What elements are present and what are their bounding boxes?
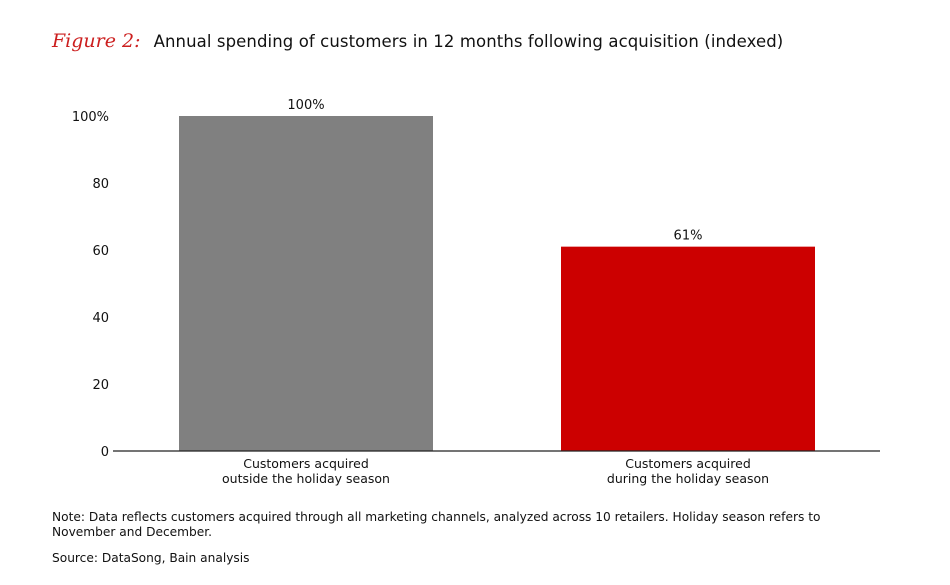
bar <box>179 116 433 451</box>
y-tick-label: 0 <box>101 445 109 460</box>
y-tick-label: 100% <box>72 110 109 125</box>
x-category-label: during the holiday season <box>607 471 769 486</box>
data-label: 61% <box>674 229 703 244</box>
chart-note: Note: Data reflects customers acquired t… <box>52 510 821 539</box>
x-category-label: Customers acquired <box>243 456 369 471</box>
figure-title: Annual spending of customers in 12 month… <box>153 32 784 51</box>
x-category-label: outside the holiday season <box>222 471 390 486</box>
y-tick-label: 60 <box>92 244 109 259</box>
figure-header: Figure 2: Annual spending of customers i… <box>52 30 783 52</box>
bar <box>561 246 815 451</box>
y-tick-label: 80 <box>92 177 109 192</box>
y-tick-label: 20 <box>92 378 109 393</box>
x-category-label: Customers acquired <box>625 456 751 471</box>
chart-source: Source: DataSong, Bain analysis <box>52 551 250 565</box>
figure-label: Figure 2: <box>52 30 141 52</box>
data-label: 100% <box>287 98 324 113</box>
y-tick-label: 40 <box>92 311 109 326</box>
